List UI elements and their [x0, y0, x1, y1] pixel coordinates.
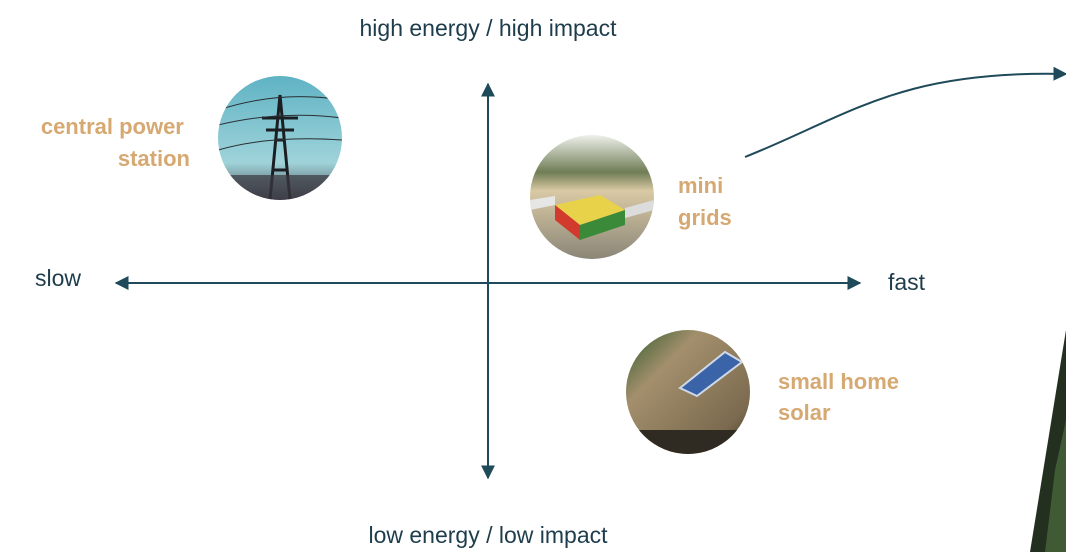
- photo-home-solar: [626, 330, 750, 454]
- curved-arrow: [744, 66, 1066, 158]
- partial-photo-detail: [1045, 420, 1066, 552]
- item-label-line: grids: [678, 205, 732, 230]
- axis-label-top: high energy / high impact: [360, 15, 618, 41]
- item-label-line: small home: [778, 369, 899, 394]
- photo-mini-grid: [530, 135, 654, 259]
- item-label-line: station: [118, 146, 190, 171]
- axis-label-bottom: low energy / low impact: [368, 522, 608, 548]
- photo-power-station: [218, 76, 342, 200]
- item-label: mini grids: [678, 173, 732, 230]
- item-label-line: mini: [678, 173, 723, 198]
- axis-label-left: slow: [35, 265, 81, 291]
- item-label-line: solar: [778, 400, 831, 425]
- item-label-line: central power: [41, 114, 184, 139]
- item-label: small home solar: [778, 369, 905, 425]
- axis-label-right: fast: [888, 269, 926, 295]
- item-label: central power station: [41, 114, 190, 171]
